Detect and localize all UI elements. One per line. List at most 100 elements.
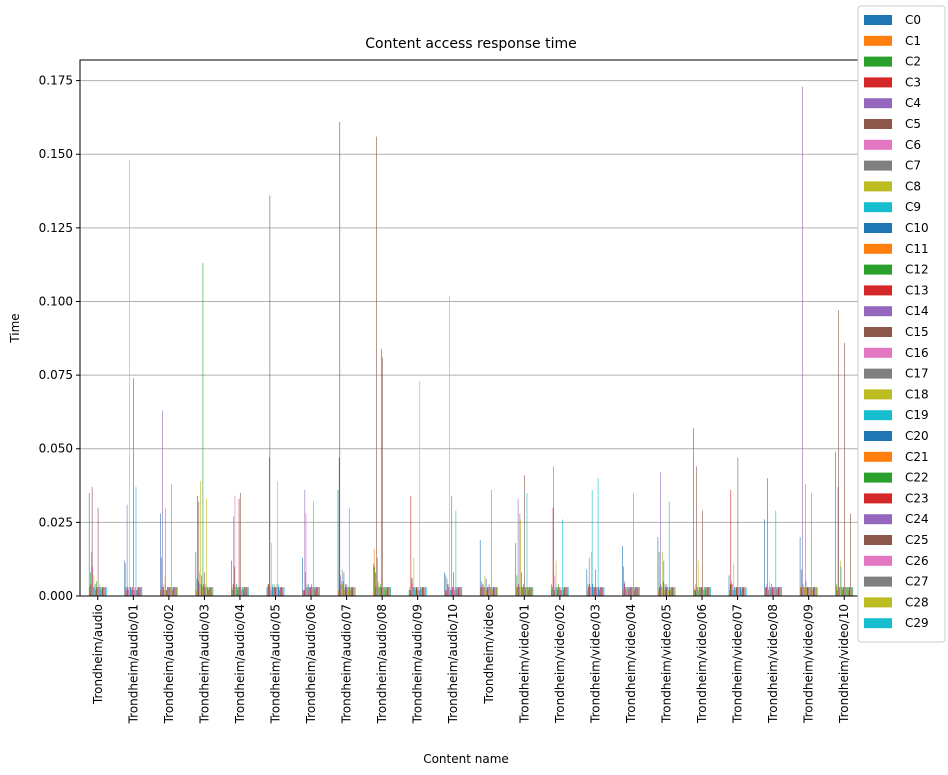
- bar-c15-11: [488, 584, 490, 596]
- bar-c18-8: [383, 587, 385, 596]
- bar-c24-8: [387, 587, 389, 596]
- bar-c25-21: [850, 513, 851, 596]
- bar-c8-10: [449, 295, 450, 596]
- bar-c21-10: [456, 590, 458, 596]
- bar-c6-11: [483, 584, 485, 596]
- bar-c7-17: [697, 587, 698, 596]
- bar-c28-4: [247, 587, 249, 596]
- bar-c8-19: [768, 581, 770, 596]
- bar-c16-3: [205, 587, 206, 596]
- bar-c10-7: [343, 572, 345, 596]
- bar-c18-15: [632, 587, 634, 596]
- bar-c9-20: [805, 484, 806, 596]
- bar-c2-13: [552, 587, 553, 596]
- bar-c21-8: [385, 590, 387, 596]
- bar-c21-16: [670, 590, 671, 596]
- bar-c27-9: [424, 587, 426, 596]
- bar-c15-5: [275, 587, 277, 596]
- bar-c15-8: [382, 357, 383, 596]
- bar-c13-0: [96, 587, 98, 596]
- bar-c19-17: [704, 587, 706, 596]
- bar-c3-15: [623, 584, 625, 596]
- bar-c17-21: [845, 587, 847, 596]
- bar-c25-4: [245, 587, 247, 596]
- bar-c2-14: [587, 584, 589, 596]
- bar-c7-3: [199, 584, 201, 596]
- bar-c19-7: [348, 507, 350, 596]
- bar-c15-20: [808, 587, 810, 596]
- bar-c26-15: [637, 587, 639, 596]
- bar-c9-18: [734, 587, 735, 596]
- bar-c3-18: [730, 489, 732, 596]
- bar-c12-10: [451, 495, 453, 596]
- bar-c1-10: [444, 590, 446, 596]
- bar-c13-4: [238, 498, 240, 596]
- bar-c2-15: [623, 566, 624, 596]
- bar-c0-14: [586, 569, 588, 596]
- bar-c6-3: [199, 572, 200, 596]
- bar-c25-12: [530, 587, 531, 596]
- bar-c23-2: [173, 587, 175, 596]
- legend-label: C12: [905, 263, 929, 277]
- bar-c26-12: [530, 587, 532, 596]
- bar-c9-11: [485, 587, 486, 596]
- bar-c3-10: [446, 590, 447, 596]
- bar-c28-3: [212, 587, 213, 596]
- bar-c11-3: [202, 587, 203, 596]
- bar-c0-8: [373, 563, 374, 596]
- bar-c15-12: [524, 475, 525, 596]
- bar-c14-4: [239, 587, 240, 596]
- y-axis-label: Time: [8, 313, 22, 343]
- bar-c7-20: [803, 587, 805, 596]
- bar-c4-9: [411, 578, 412, 596]
- bar-c25-15: [636, 587, 638, 596]
- legend-label: C27: [905, 575, 929, 589]
- bar-c12-18: [735, 587, 737, 596]
- bar-c25-10: [459, 587, 460, 596]
- bar-c27-13: [566, 587, 568, 596]
- bar-c23-1: [138, 587, 139, 596]
- bar-c17-1: [134, 590, 136, 596]
- bar-c27-12: [531, 587, 533, 596]
- x-axis-label: Content name: [423, 752, 509, 766]
- bar-c16-8: [382, 587, 384, 596]
- bar-c26-4: [246, 587, 248, 596]
- bar-c7-9: [412, 587, 414, 596]
- bar-c13-14: [594, 587, 595, 596]
- bar-c3-7: [339, 121, 341, 596]
- bar-c9-0: [94, 587, 95, 596]
- bar-c8-13: [555, 560, 557, 596]
- bar-c13-21: [843, 587, 844, 596]
- legend-swatch: [864, 35, 892, 46]
- bar-c9-6: [307, 587, 309, 596]
- bar-c22-9: [421, 587, 423, 596]
- bar-c29-16: [674, 587, 676, 596]
- legend-label: C16: [905, 346, 929, 360]
- bar-c1-13: [551, 590, 553, 596]
- bar-c21-17: [705, 590, 707, 596]
- bar-c5-16: [660, 584, 662, 596]
- bar-c19-9: [420, 587, 421, 596]
- bar-c26-21: [850, 587, 852, 596]
- legend-swatch: [864, 410, 892, 421]
- bar-c27-4: [247, 587, 248, 596]
- x-tick-label: Trondheim/video/04: [624, 604, 638, 724]
- bar-c25-0: [103, 587, 105, 596]
- bar-c20-15: [633, 587, 635, 596]
- bar-c3-13: [552, 507, 554, 596]
- bar-c25-11: [494, 587, 496, 596]
- legend-swatch: [864, 389, 892, 400]
- bar-c7-7: [341, 569, 343, 596]
- bar-c11-20: [806, 587, 807, 596]
- bar-c13-15: [629, 587, 631, 596]
- bar-c29-5: [283, 587, 285, 596]
- bar-c28-12: [532, 587, 533, 596]
- bar-c8-9: [413, 557, 415, 596]
- bar-c23-18: [742, 587, 743, 596]
- bar-c6-5: [270, 587, 271, 596]
- bar-c15-2: [168, 587, 170, 596]
- chart-title: Content access response time: [365, 36, 576, 52]
- bar-c20-0: [100, 587, 102, 596]
- bar-c24-16: [671, 587, 673, 596]
- bar-c17-18: [738, 587, 740, 596]
